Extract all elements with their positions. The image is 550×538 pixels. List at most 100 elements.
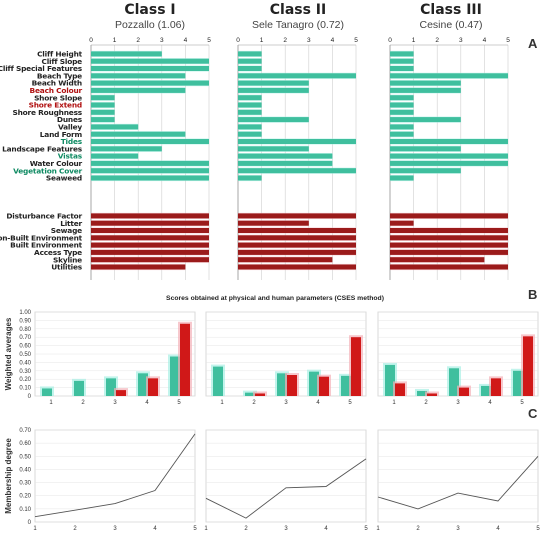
human-bar — [238, 213, 356, 219]
class-title: Class I — [124, 2, 175, 18]
physical-bar — [138, 373, 148, 396]
physical-bar — [245, 392, 255, 396]
x-tick-label: 1 — [376, 526, 380, 532]
physical-bar — [390, 51, 414, 57]
x-tick-label: 2 — [424, 400, 428, 406]
physical-bar — [390, 117, 461, 123]
x-tick-label: 4 — [316, 400, 320, 406]
y-axis-label: Weighted averages — [4, 317, 13, 390]
x-tick-label: 1 — [204, 526, 208, 532]
human-bar — [319, 376, 329, 396]
physical-bar — [91, 73, 186, 79]
human-bar — [148, 378, 158, 396]
physical-bar — [390, 175, 414, 181]
physical-parameter-label: Water Colour — [30, 159, 83, 168]
physical-bar — [91, 117, 115, 123]
physical-bar — [238, 95, 262, 101]
x-tick-label: 4 — [331, 37, 335, 44]
physical-bar — [481, 385, 491, 396]
human-parameter-label: Disturbance Factor — [6, 212, 82, 221]
physical-parameter-label: Beach Width — [32, 79, 82, 88]
physical-bar — [238, 80, 309, 86]
human-bar — [91, 228, 209, 233]
x-tick-label: 5 — [193, 526, 197, 532]
y-axis-label: Membership degree — [4, 438, 13, 514]
physical-bar — [238, 153, 333, 159]
physical-bar — [277, 373, 287, 396]
physical-bar — [91, 153, 139, 159]
x-tick-label: 2 — [136, 37, 140, 44]
human-bar — [91, 249, 209, 255]
human-bar — [91, 213, 209, 219]
panel-label-b: B — [528, 287, 537, 302]
human-parameter-label: Litter — [60, 219, 82, 228]
physical-bar — [341, 375, 351, 396]
human-bar — [390, 249, 508, 255]
x-tick-label: 5 — [536, 526, 540, 532]
physical-bar — [309, 371, 319, 396]
physical-bar — [238, 146, 309, 152]
human-bar — [351, 337, 361, 396]
class-title: Class III — [420, 2, 482, 18]
physical-bar — [238, 175, 262, 181]
x-tick-label: 2 — [81, 400, 85, 406]
human-bar — [390, 220, 414, 226]
x-tick-label: 5 — [348, 400, 352, 406]
human-bar — [180, 323, 190, 396]
class-title: Class II — [270, 2, 326, 18]
human-bar — [390, 257, 485, 263]
physical-bar — [238, 73, 356, 79]
physical-bar — [238, 168, 356, 174]
physical-bar — [91, 146, 162, 152]
physical-bar — [390, 102, 414, 108]
physical-bar — [390, 146, 461, 152]
physical-bar — [91, 102, 115, 108]
physical-parameter-label: Cliff Height — [37, 50, 83, 59]
physical-bar — [238, 51, 262, 57]
physical-parameter-label: Cliff Special Features — [0, 64, 83, 73]
human-bar — [116, 390, 126, 396]
x-tick-label: 1 — [260, 37, 264, 44]
human-bar — [238, 235, 356, 241]
human-parameter-label: Non-Built Environment — [0, 233, 83, 242]
human-bar — [91, 257, 209, 263]
x-tick-label: 1 — [33, 526, 37, 532]
human-bar — [238, 257, 333, 263]
x-tick-label: 3 — [307, 37, 311, 44]
physical-bar — [74, 380, 84, 396]
membership-line — [205, 458, 367, 519]
physical-bar — [91, 175, 209, 181]
y-tick-label: 0.80 — [19, 327, 31, 333]
physical-bar — [390, 168, 461, 174]
physical-bar — [91, 139, 209, 144]
x-tick-label: 3 — [284, 400, 288, 406]
x-tick-label: 0 — [89, 37, 93, 44]
x-tick-label: 4 — [324, 526, 328, 532]
y-tick-label: 0.10 — [19, 386, 31, 392]
physical-bar — [91, 66, 209, 71]
x-tick-label: 2 — [416, 526, 420, 532]
physical-bar — [449, 368, 459, 396]
panel-b-weighted-averages: Weighted averages 0 0.10 0.20 0.30 0.40 0.50 0.… — [4, 310, 539, 406]
plot-frame — [377, 429, 539, 523]
physical-bar — [390, 124, 414, 130]
y-tick-label: 0.70 — [19, 335, 31, 341]
x-tick-label: 1 — [392, 400, 396, 406]
plot-frame — [34, 429, 196, 523]
y-tick-label: 0.20 — [19, 494, 31, 500]
human-bar — [427, 393, 437, 396]
physical-bar — [91, 80, 209, 86]
physical-bar — [390, 131, 414, 137]
x-tick-label: 5 — [520, 400, 524, 406]
x-tick-label: 3 — [113, 400, 117, 406]
y-tick-label: 0.10 — [19, 507, 31, 513]
human-bar — [238, 264, 356, 270]
physical-bar — [91, 87, 186, 93]
physical-parameter-label: Shore Slope — [34, 93, 82, 102]
physical-bar — [238, 102, 262, 108]
y-tick-label: 0.40 — [19, 360, 31, 366]
x-tick-label: 0 — [236, 37, 240, 44]
x-tick-label: 1 — [49, 400, 53, 406]
human-bar — [459, 387, 469, 396]
